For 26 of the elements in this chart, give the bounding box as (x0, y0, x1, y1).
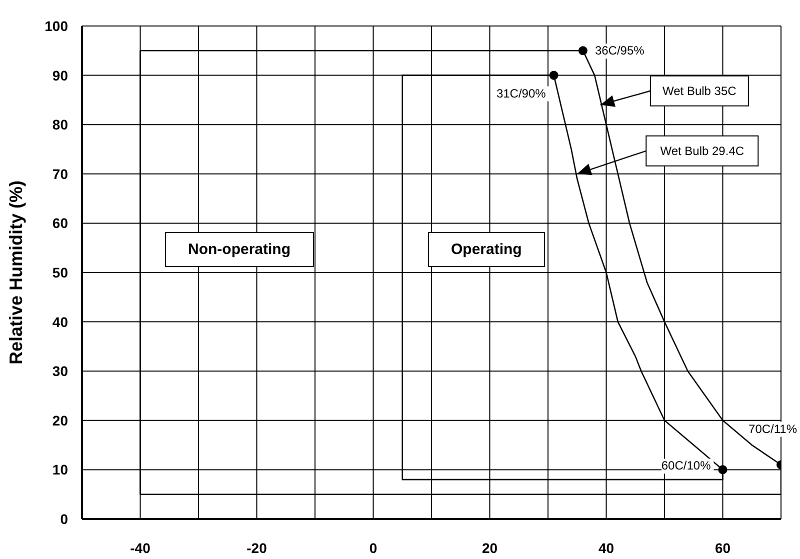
annotation: Non-operating (165, 232, 314, 267)
x-tick-label: 20 (482, 540, 498, 556)
x-tick-label: -20 (246, 540, 268, 556)
y-tick-label: 20 (52, 412, 68, 428)
y-tick-label: 30 (52, 363, 68, 380)
y-tick-label: 90 (52, 67, 68, 84)
annotation: 36C/95% (594, 44, 645, 58)
annotation: Wet Bulb 29.4C (660, 144, 744, 158)
annotation: Wet Bulb 35C (662, 84, 737, 98)
x-tick-label: -40 (130, 540, 151, 556)
y-tick-label: 50 (52, 264, 68, 280)
x-tick-label: 60 (714, 540, 731, 556)
y-tick-label: 100 (44, 18, 68, 34)
x-tick-label: 40 (598, 540, 614, 556)
x-tick-label: 0 (369, 540, 378, 556)
annotation: 70C/11% (748, 422, 798, 436)
y-tick-label: 70 (52, 166, 68, 182)
annotation: 60C/10% (661, 458, 712, 473)
y-tick-label: 10 (52, 462, 68, 478)
y-tick-label: 0 (60, 510, 68, 527)
y-tick-label: 60 (52, 215, 68, 232)
annotation: 31C/90% (496, 86, 546, 100)
annotation: Operating (428, 232, 545, 267)
y-tick-label: 80 (52, 116, 68, 133)
y-tick-label: 40 (52, 314, 68, 330)
y-axis-title: Relative Humidity (%) (6, 180, 26, 365)
